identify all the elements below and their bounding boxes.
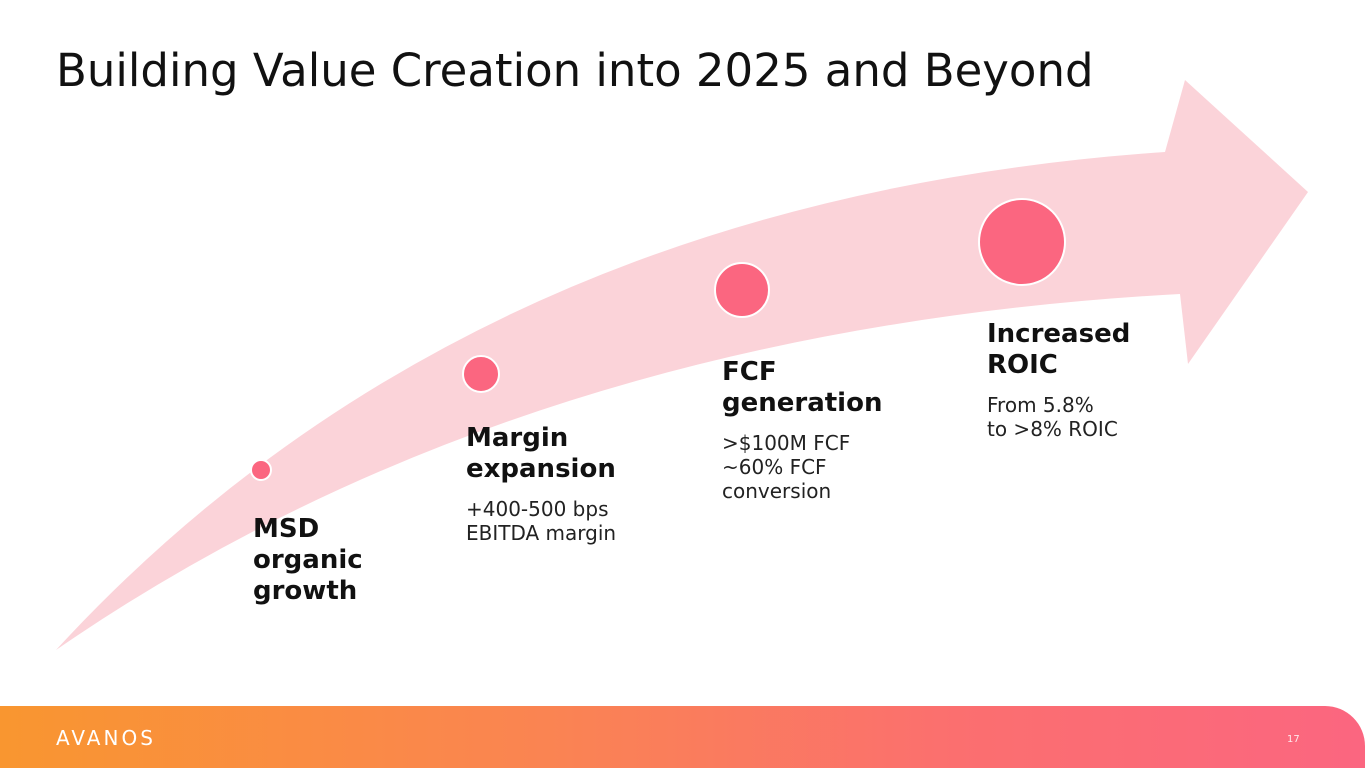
- milestone-fcf-generation: FCF generation >$100M FCF ~60% FCF conve…: [722, 357, 882, 503]
- milestone-heading: Increased ROIC: [987, 319, 1131, 380]
- milestone-heading: MSD organic growth: [253, 514, 363, 606]
- milestone-msd-organic-growth: MSD organic growth: [253, 514, 363, 607]
- milestone-description: >$100M FCF ~60% FCF conversion: [722, 431, 851, 503]
- milestone-description: +400-500 bps EBITDA margin: [466, 497, 617, 545]
- page-number: 17: [1287, 734, 1300, 745]
- milestone-heading: Margin expansion: [466, 423, 616, 484]
- avanos-logo-mark: AVANOS: [56, 726, 156, 750]
- milestone-dot-1: [250, 459, 272, 481]
- milestone-dot-3: [714, 262, 770, 318]
- milestone-dot-4: [978, 198, 1066, 286]
- slide-title: Building Value Creation into 2025 and Be…: [56, 44, 1094, 97]
- milestone-dot-2: [462, 355, 500, 393]
- milestone-description: From 5.8% to >8% ROIC: [987, 393, 1118, 441]
- milestone-heading: FCF generation: [722, 357, 883, 418]
- avanos-logo: AVANOS: [56, 726, 206, 750]
- milestone-margin-expansion: Margin expansion +400-500 bps EBITDA mar…: [466, 423, 616, 545]
- avanos-logo-text: AVANOS: [56, 726, 156, 750]
- milestone-increased-roic: Increased ROIC From 5.8% to >8% ROIC: [987, 319, 1130, 441]
- footer-bar: AVANOS 17: [0, 706, 1365, 768]
